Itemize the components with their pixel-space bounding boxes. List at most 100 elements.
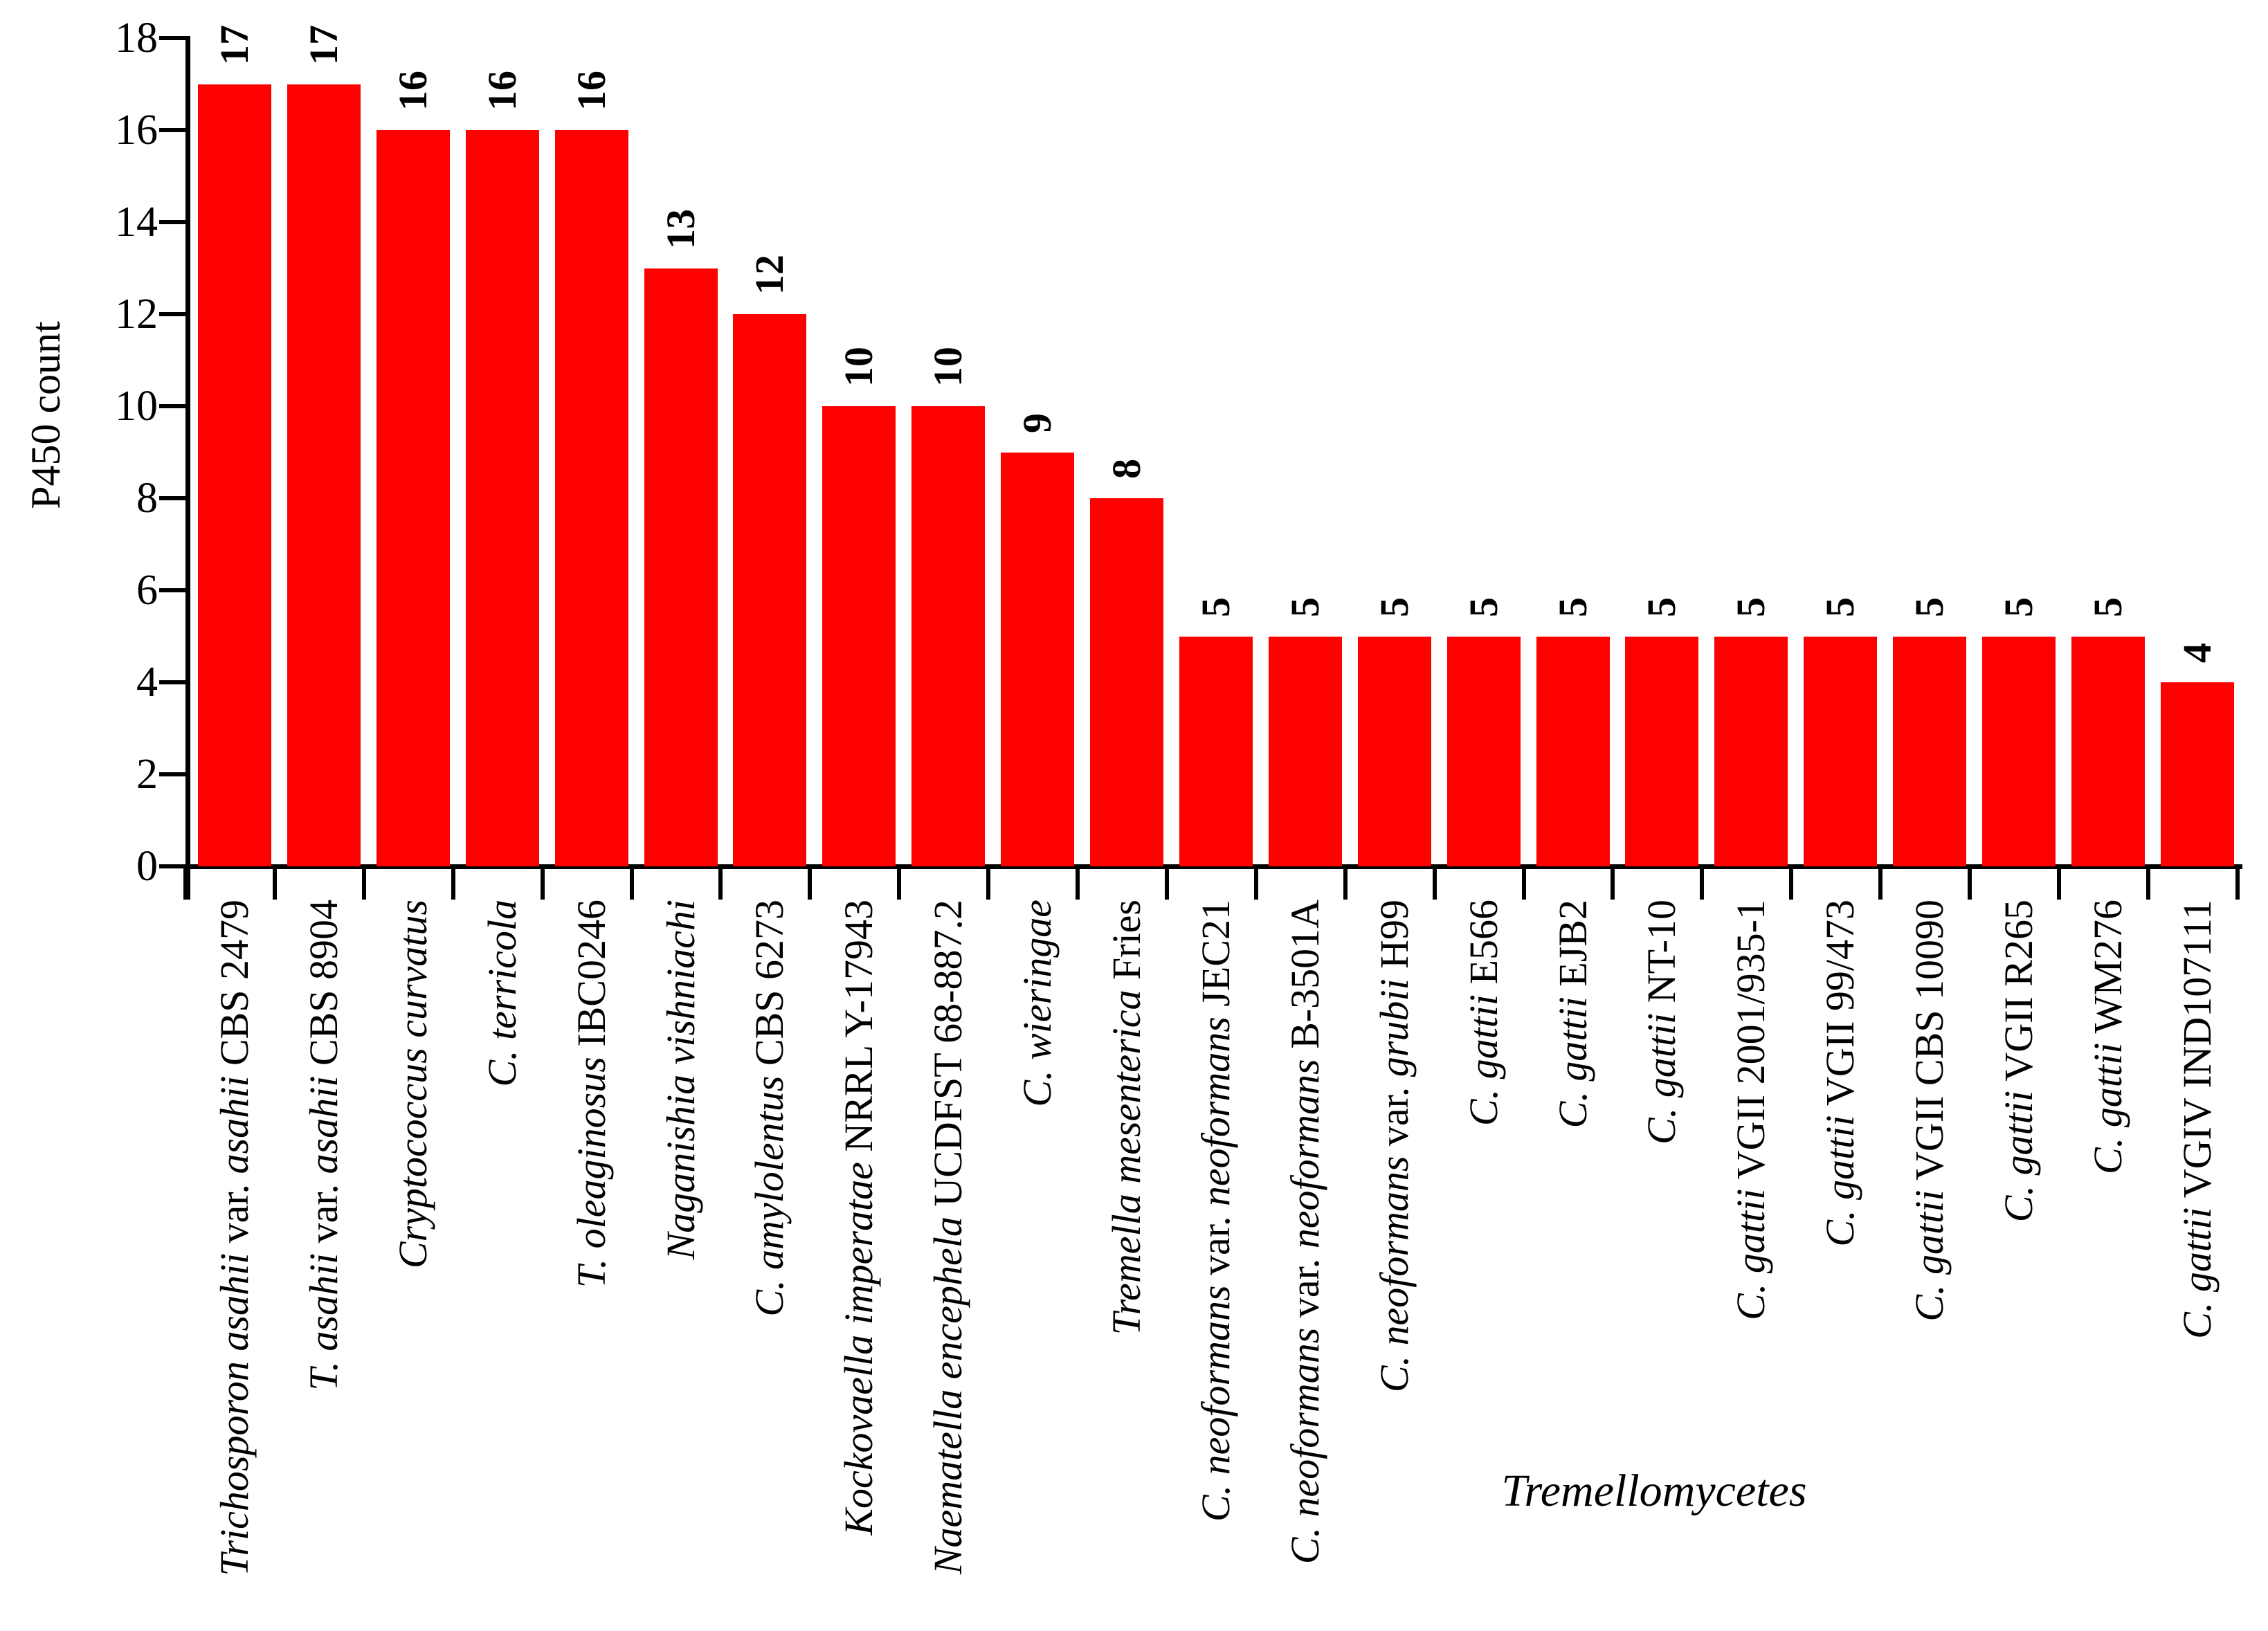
- x-axis-tick: [1253, 866, 1258, 900]
- bar: [287, 84, 361, 866]
- y-axis-tick-label: 12: [115, 291, 158, 338]
- y-axis-tick: [159, 680, 185, 684]
- y-axis-tick-label: 2: [136, 751, 158, 798]
- taxon-name-segment: grubii: [1371, 978, 1417, 1087]
- x-category-label: C. gattii VGII 99/473: [1817, 900, 1863, 1247]
- bar: [198, 84, 271, 866]
- x-category-label: Naganishia vishniachi: [658, 900, 703, 1259]
- bar: [1357, 636, 1431, 866]
- strain-id-segment: B-3501A: [1282, 900, 1327, 1059]
- x-category-label: C. gattii EJB2: [1550, 900, 1595, 1128]
- x-category-label: C. gattii E566: [1460, 900, 1506, 1127]
- x-axis-tick: [183, 866, 188, 900]
- taxon-name-segment: asahii: [300, 1075, 346, 1184]
- x-axis-tick: [1164, 866, 1169, 900]
- x-axis-tick: [1700, 866, 1705, 900]
- y-axis-tick-label: 0: [136, 843, 158, 890]
- x-axis-tick: [629, 866, 634, 900]
- x-axis-tick: [1076, 866, 1080, 900]
- strain-id-segment: var.: [1192, 1216, 1238, 1286]
- bar-value-label: 5: [1282, 596, 1327, 617]
- x-axis-tick: [1878, 866, 1883, 900]
- y-axis-tick: [159, 772, 185, 776]
- strain-id-segment: NT-10: [1639, 900, 1685, 1013]
- y-axis-tick: [159, 220, 185, 224]
- x-category-label: C. gattii VGII 2001/935-1: [1728, 900, 1774, 1320]
- x-category-label: Naematella encephela UCDFST 68-887.2: [925, 900, 971, 1575]
- taxon-name-segment: Kockovaella imperatae: [836, 1162, 882, 1536]
- x-category-label: C. neoformans var. neoformans B-3501A: [1282, 900, 1327, 1564]
- x-axis-group-label: Tremellomycetes: [1501, 1466, 1807, 1516]
- bar-value-label: 4: [2174, 643, 2220, 663]
- bar: [554, 130, 628, 866]
- x-axis-tick: [1521, 866, 1526, 900]
- x-category-label: C. gattii VGIV IND107111: [2174, 900, 2220, 1339]
- bar-value-label: 16: [568, 71, 614, 111]
- x-category-label: Kockovaella imperatae NRRL Y-17943: [836, 900, 882, 1536]
- bar-value-label: 5: [1192, 596, 1238, 617]
- strain-id-segment: VGII 99/473: [1817, 900, 1863, 1115]
- bar-value-label: 10: [925, 347, 971, 387]
- x-category-label: Cryptococcus curvatus: [390, 900, 435, 1268]
- y-axis-tick: [159, 404, 185, 408]
- x-axis-tick: [1343, 866, 1348, 900]
- taxon-name-segment: C. gattii: [2174, 1207, 2220, 1339]
- bar: [1090, 498, 1163, 866]
- taxon-name-segment: Naematella encephela: [925, 1217, 971, 1575]
- strain-id-segment: var.: [300, 1183, 346, 1253]
- bar: [1893, 636, 1967, 866]
- y-axis-tick-label: 10: [115, 383, 158, 430]
- bar-value-label: 5: [1907, 596, 1952, 617]
- strain-id-segment: VGII 2001/935-1: [1728, 900, 1774, 1189]
- x-axis-tick: [451, 866, 455, 900]
- strain-id-segment: var.: [212, 1183, 257, 1253]
- bar-value-label: 16: [390, 71, 435, 111]
- bar-value-label: 13: [657, 208, 703, 249]
- bar-value-label: 9: [1015, 412, 1060, 433]
- x-category-label: C. gattii VGII CBS 10090: [1907, 900, 1952, 1322]
- bar-value-label: 17: [300, 24, 346, 65]
- x-axis-tick: [361, 866, 366, 900]
- taxon-name-segment: C. gattii: [1460, 994, 1506, 1127]
- x-category-label: C. amylolentus CBS 6273: [747, 900, 792, 1317]
- strain-id-segment: CBS 8904: [300, 900, 346, 1076]
- y-axis-tick-label: 14: [115, 199, 158, 246]
- bar-value-label: 5: [1996, 596, 2041, 617]
- bar-value-label: 5: [1371, 596, 1417, 617]
- x-axis-tick: [272, 866, 277, 900]
- bar: [1714, 636, 1788, 866]
- x-category-label: C. neoformans var. grubii H99: [1371, 900, 1417, 1392]
- strain-id-segment: IBC0246: [568, 900, 614, 1057]
- x-axis-tick: [808, 866, 813, 900]
- strain-id-segment: var.: [1371, 1086, 1417, 1156]
- strain-id-segment: JEC21: [1192, 900, 1238, 1017]
- bar-value-label: 8: [1104, 459, 1149, 479]
- strain-id-segment: EJB2: [1550, 900, 1595, 997]
- x-category-label: T. asahii var. asahii CBS 8904: [300, 900, 346, 1391]
- strain-id-segment: NRRL Y-17943: [836, 900, 882, 1163]
- bar: [1446, 636, 1521, 866]
- y-axis-line: [185, 36, 190, 900]
- strain-id-segment: VGII CBS 10090: [1907, 900, 1952, 1190]
- x-category-label: T. oleaginosus IBC0246: [568, 900, 614, 1288]
- taxon-name-segment: T. oleaginosus: [568, 1057, 614, 1288]
- bar: [1268, 636, 1342, 866]
- strain-id-segment: VGII R265: [1996, 900, 2041, 1091]
- x-category-label: C. gattii WM276: [2085, 900, 2130, 1174]
- x-axis-tick: [1611, 866, 1615, 900]
- x-category-label: Tremella mesenterica Fries: [1104, 900, 1149, 1335]
- y-axis-tick: [159, 588, 185, 592]
- bar-value-label: 12: [747, 255, 792, 295]
- bar: [1625, 636, 1699, 866]
- x-category-label: C. gattii VGII R265: [1996, 900, 2041, 1222]
- bar: [1536, 636, 1610, 866]
- x-category-label: Trichosporon asahii var. asahii CBS 2479: [212, 900, 257, 1576]
- strain-id-segment: Fries: [1104, 900, 1149, 990]
- bar-value-label: 5: [2085, 596, 2130, 617]
- taxon-name-segment: neoformans: [1282, 1059, 1327, 1259]
- taxon-name-segment: C. gattii: [1728, 1188, 1774, 1320]
- bar: [2160, 682, 2234, 866]
- bar: [911, 406, 986, 866]
- bar-value-label: 17: [212, 24, 257, 65]
